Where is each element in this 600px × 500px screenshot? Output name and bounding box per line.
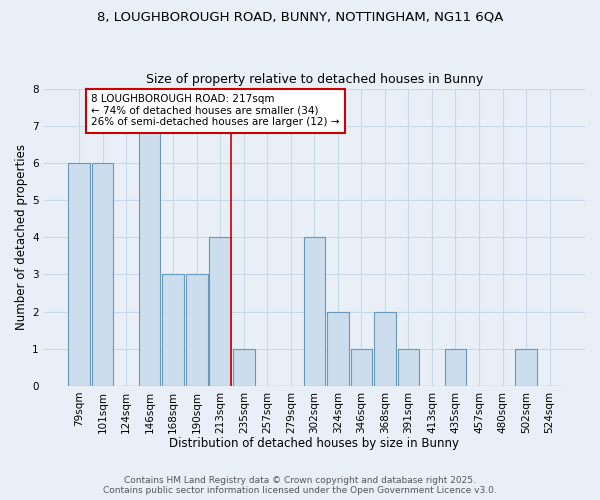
Bar	[139, 126, 160, 386]
Bar	[304, 237, 325, 386]
Bar	[398, 348, 419, 386]
Bar	[209, 237, 231, 386]
Text: 8, LOUGHBOROUGH ROAD, BUNNY, NOTTINGHAM, NG11 6QA: 8, LOUGHBOROUGH ROAD, BUNNY, NOTTINGHAM,…	[97, 10, 503, 23]
Bar	[163, 274, 184, 386]
Y-axis label: Number of detached properties: Number of detached properties	[15, 144, 28, 330]
Bar	[233, 348, 254, 386]
Bar	[327, 312, 349, 386]
Text: 8 LOUGHBOROUGH ROAD: 217sqm
← 74% of detached houses are smaller (34)
26% of sem: 8 LOUGHBOROUGH ROAD: 217sqm ← 74% of det…	[91, 94, 340, 128]
Bar	[92, 163, 113, 386]
Bar	[350, 348, 372, 386]
Text: Contains HM Land Registry data © Crown copyright and database right 2025.
Contai: Contains HM Land Registry data © Crown c…	[103, 476, 497, 495]
X-axis label: Distribution of detached houses by size in Bunny: Distribution of detached houses by size …	[169, 437, 460, 450]
Bar	[186, 274, 208, 386]
Bar	[515, 348, 537, 386]
Bar	[374, 312, 396, 386]
Bar	[68, 163, 90, 386]
Bar	[445, 348, 466, 386]
Title: Size of property relative to detached houses in Bunny: Size of property relative to detached ho…	[146, 73, 483, 86]
